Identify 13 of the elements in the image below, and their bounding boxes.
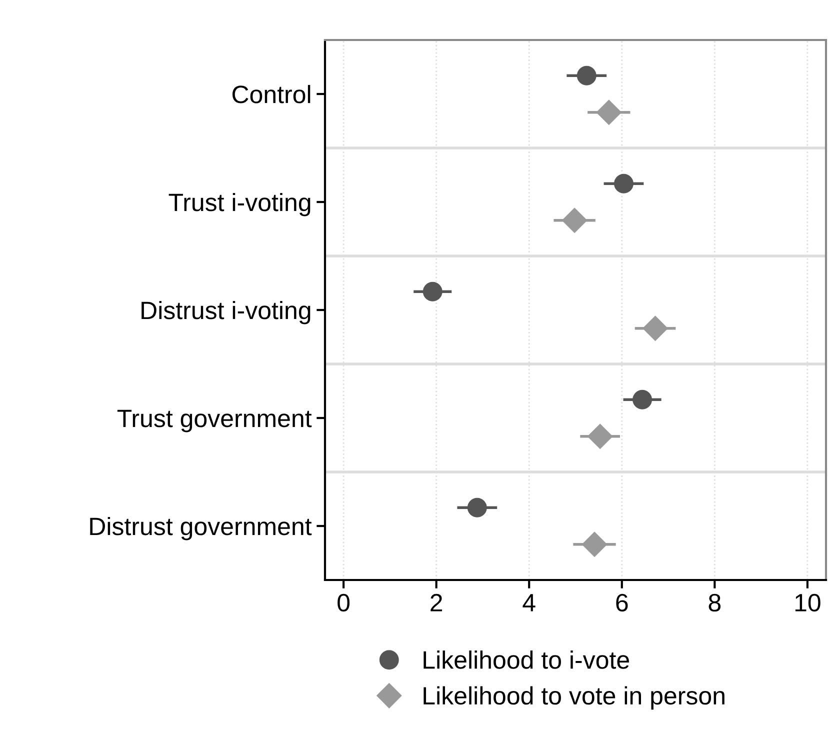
y-tick-label: Trust government bbox=[117, 410, 312, 432]
x-tick-label: 8 bbox=[708, 594, 721, 612]
legend-label: Likelihood to vote in person bbox=[424, 686, 724, 710]
x-tick-label: 2 bbox=[430, 594, 442, 612]
x-tick-label: 4 bbox=[522, 594, 536, 612]
x-tick-label: 10 bbox=[795, 594, 820, 612]
y-tick-label: Control bbox=[232, 84, 310, 104]
y-tick-label: Distrust government bbox=[90, 516, 312, 540]
x-tick-label: 0 bbox=[338, 594, 350, 612]
y-tick-label: Distrust i-voting bbox=[142, 300, 310, 324]
x-tick-label: 6 bbox=[616, 594, 628, 612]
y-tick-label: Trust i-voting bbox=[168, 192, 310, 216]
legend-label: Likelihood to i-vote bbox=[424, 650, 629, 669]
